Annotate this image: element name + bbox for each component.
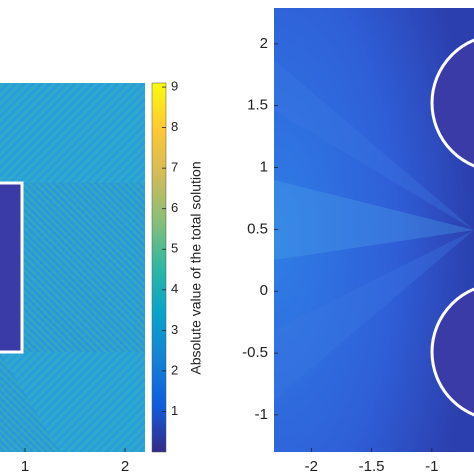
y-tick-label: 1.5: [247, 97, 268, 114]
x-tick-label: -1: [425, 458, 438, 474]
y-tick-label: -1: [255, 406, 268, 423]
right-field: [274, 8, 474, 452]
colorbar-tick-label: 1: [171, 403, 178, 418]
colorbar-tick-label: 5: [171, 241, 178, 256]
y-tick-label: 0: [260, 282, 268, 299]
colorbar-tick-label: 7: [171, 160, 178, 175]
colorbar-label: Absolute value of the total solution: [188, 161, 204, 374]
x-tick-label: -2: [305, 458, 318, 474]
x-tick-label: -1.5: [359, 458, 385, 474]
colorbar-tick-label: 9: [171, 78, 178, 93]
left-field: [0, 83, 145, 452]
colorbar-tick-label: 8: [171, 119, 178, 134]
colorbar-tick-label: 3: [171, 322, 178, 337]
y-tick-label: 2: [260, 35, 268, 52]
y-tick-label: 1: [260, 159, 268, 176]
x-tick-label: 1: [21, 458, 29, 474]
y-tick-label: -0.5: [242, 344, 268, 361]
colorbar: [151, 82, 167, 453]
y-tick-label: 0.5: [247, 220, 268, 237]
x-tick-label: 2: [121, 458, 129, 474]
colorbar-tick-label: 4: [171, 281, 178, 296]
colorbar-tick-label: 2: [171, 362, 178, 377]
colorbar-tick-label: 6: [171, 200, 178, 215]
